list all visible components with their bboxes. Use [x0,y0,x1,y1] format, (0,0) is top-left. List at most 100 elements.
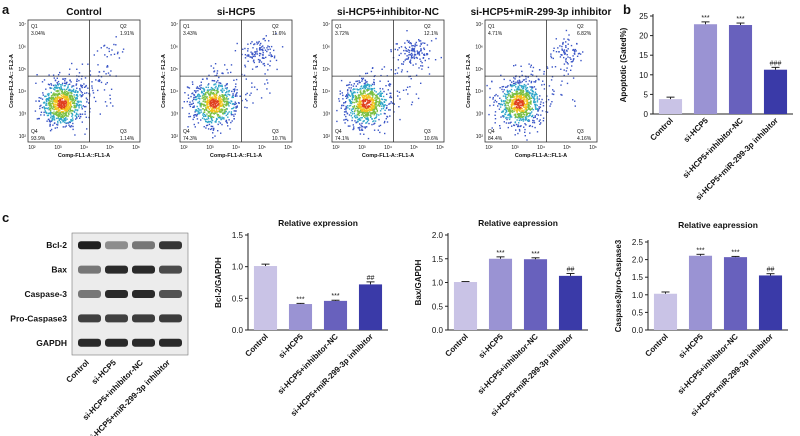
flow-event [233,90,235,93]
flow-event [76,103,79,106]
flow-event [73,106,75,109]
flow-event [363,110,366,113]
flow-event [219,82,221,84]
flow-event [207,84,209,86]
flow-event [222,72,224,75]
flow-event [365,126,367,128]
flow-event [517,132,519,135]
flow-event [520,112,523,114]
flow-event [61,84,63,86]
flow-event [343,102,345,104]
flow-event [524,96,526,98]
flow-event [61,111,63,113]
flow-event [203,109,206,112]
flow-event [523,95,525,97]
flow-event [62,108,64,111]
flow-event [523,106,525,108]
flow-event [50,97,53,99]
flow-event [61,105,63,107]
flow-event [222,108,224,111]
flow-event [72,85,75,87]
flow-event [66,104,68,106]
flow-event [198,111,200,113]
flow-event [349,99,351,101]
flow-event [355,96,357,98]
flow-event [268,40,270,42]
flow-event [60,102,63,104]
flow-event [510,116,513,118]
flow-event [91,85,93,87]
flow-event [523,104,525,106]
flow-event [522,112,525,114]
flow-event [537,114,540,116]
flow-event [523,114,526,116]
flow-event [493,101,495,103]
flow-event [540,101,542,103]
flow-event [202,100,204,103]
flow-event [520,101,522,104]
flow-event [533,99,535,102]
flow-event [357,111,359,113]
flow-event [356,103,359,105]
flow-event [199,88,201,90]
flow-event [222,112,224,115]
flow-event [358,106,361,108]
flow-event [55,87,57,89]
flow-event [59,112,62,114]
flow-event [517,125,519,128]
flow-event [244,47,246,50]
flow-plot-si-hcp5-mir-inhibitor: si-HCP5+miR-299-3p inhibitorQ14.71%Q26.8… [466,7,612,159]
flow-event [65,125,67,127]
flow-event [229,102,232,104]
flow-event [434,59,437,61]
flow-event [95,79,97,81]
flow-event [551,76,554,78]
flow-event [525,96,527,98]
flow-event [55,86,58,88]
flow-event [71,100,73,102]
flow-event [193,90,196,92]
flow-event [416,57,418,59]
flow-x-axis-label: Comp-FL1-A::FL1-A [515,153,567,159]
flow-event [47,112,50,115]
flow-event [357,119,359,121]
flow-event [355,99,358,101]
flow-event [344,108,346,110]
flow-event [196,115,198,117]
flow-title: Control [66,7,102,18]
flow-event [344,118,347,121]
flow-event [513,65,515,67]
flow-event [336,120,338,123]
flow-event [552,89,554,91]
flow-event [385,118,387,120]
flow-event [121,51,124,53]
flow-event [511,125,513,127]
flow-event [56,114,59,117]
flow-event [351,119,353,122]
flow-x-tick: 10³ [358,145,366,151]
flow-event [57,74,60,76]
flow-event [60,118,62,120]
flow-event [52,96,55,98]
flow-event [225,121,228,123]
flow-event [358,111,361,113]
flow-event [207,86,209,89]
flow-event [529,66,532,68]
panel-label-c: c [2,210,9,225]
flow-event [110,88,113,90]
flow-event [417,51,419,54]
flow-event [361,111,364,114]
flow-event [199,85,201,87]
flow-event [505,117,507,119]
flow-event [530,86,532,88]
flow-event [263,57,265,59]
flow-event [408,40,410,42]
flow-event [69,96,71,99]
flow-event [91,81,93,83]
flow-event [529,98,531,100]
flow-event [250,42,252,45]
flow-event [373,107,375,109]
flow-event [244,64,246,66]
flow-event [507,90,510,93]
flow-event [511,101,513,103]
